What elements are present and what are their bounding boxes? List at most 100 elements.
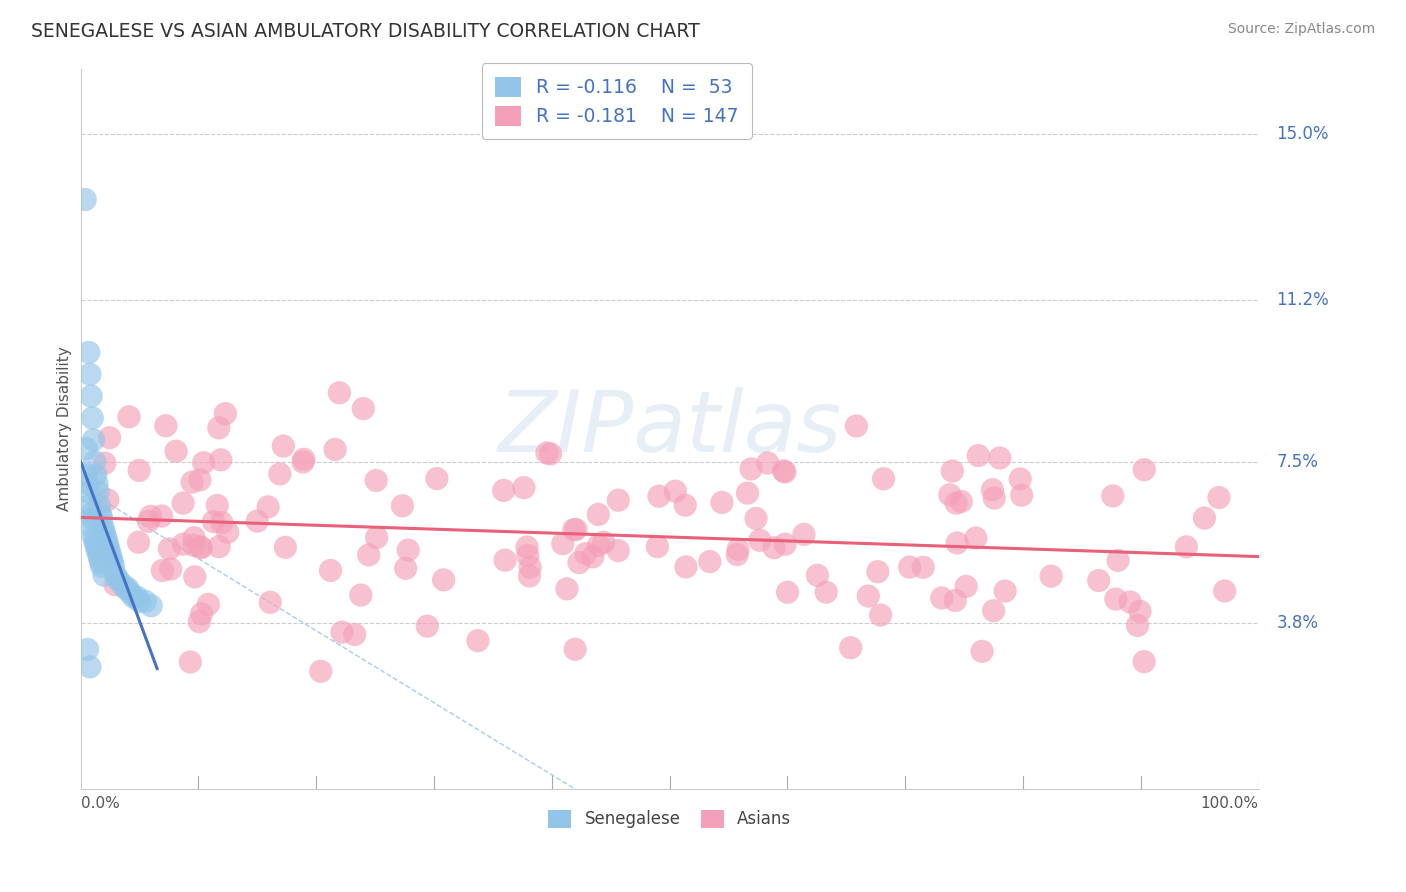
Point [89,498,111,512]
Point [555,582,578,596]
Point [513,481,536,495]
Point [101,555,124,569]
Point [128,594,150,608]
Point [157,541,180,556]
Point [872,472,894,486]
Point [93,524,115,539]
Point [981,483,1004,497]
Point [945,496,967,510]
Point [516,540,538,554]
Point [357,548,380,562]
Point [165,444,187,458]
Point [207,499,229,513]
Point [76,476,98,491]
Point [350,588,373,602]
Point [269,467,291,481]
Point [748,533,770,548]
Point [122,590,145,604]
Point [96,533,118,548]
Point [776,585,799,599]
Point [90,507,112,521]
Point [79,368,101,382]
Point [536,446,558,460]
Point [426,472,449,486]
Point [1126,618,1149,632]
Point [1133,463,1156,477]
Point [965,531,987,545]
Text: ZIPatlas: ZIPatlas [498,387,842,470]
Point [575,547,598,561]
Point [565,523,588,537]
Point [983,491,1005,505]
Point [155,418,177,433]
Point [193,456,215,470]
Point [946,536,969,550]
Text: 11.2%: 11.2% [1277,291,1329,309]
Point [727,542,749,557]
Point [858,589,880,603]
Point [839,640,862,655]
Point [90,511,112,525]
Text: Source: ZipAtlas.com: Source: ZipAtlas.com [1227,22,1375,37]
Point [745,511,768,525]
Point [815,585,838,599]
Point [183,538,205,552]
Point [582,549,605,564]
Point [184,570,207,584]
Point [82,529,104,543]
Point [664,484,686,499]
Point [763,541,786,555]
Point [91,520,114,534]
Point [1213,584,1236,599]
Point [994,584,1017,599]
Point [1119,595,1142,609]
Point [1011,488,1033,502]
Point [83,533,105,548]
Point [128,535,150,549]
Point [83,455,105,469]
Point [970,644,993,658]
Point [150,564,173,578]
Point [100,550,122,565]
Point [125,590,148,604]
Point [75,442,97,456]
Point [117,582,139,596]
Point [866,565,889,579]
Point [551,536,574,550]
Point [352,401,374,416]
Point [208,540,231,554]
Point [87,546,110,560]
Point [319,564,342,578]
Point [939,488,962,502]
Point [82,433,104,447]
Point [950,494,973,508]
Point [673,498,696,512]
Point [208,421,231,435]
Point [82,520,104,534]
Point [80,389,103,403]
Point [77,485,100,500]
Point [756,456,779,470]
Point [740,462,762,476]
Point [710,495,733,509]
Point [202,515,225,529]
Point [84,538,107,552]
Point [138,515,160,529]
Point [433,573,456,587]
Point [568,556,591,570]
Point [77,345,100,359]
Point [274,541,297,555]
Point [104,568,127,582]
Point [90,559,112,574]
Point [898,560,921,574]
Point [519,569,541,583]
Point [983,604,1005,618]
Point [172,496,194,510]
Point [172,537,194,551]
Y-axis label: Ambulatory Disability: Ambulatory Disability [58,346,72,511]
Point [494,553,516,567]
Point [343,627,366,641]
Point [190,607,212,621]
Point [588,508,610,522]
Point [845,419,868,434]
